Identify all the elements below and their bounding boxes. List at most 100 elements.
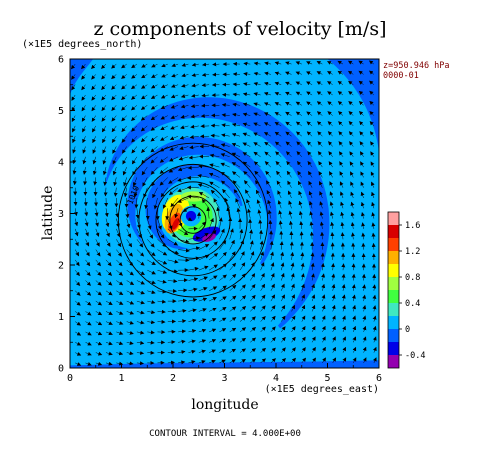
wind-arrow — [270, 337, 276, 343]
wind-arrow — [359, 151, 364, 157]
wind-arrow — [263, 132, 272, 137]
wind-arrow — [331, 315, 336, 322]
wind-arrow — [369, 100, 375, 106]
wind-arrow — [177, 218, 183, 228]
wind-arrow — [191, 93, 199, 98]
wind-arrow — [316, 111, 323, 116]
wind-arrow — [188, 236, 201, 241]
wind-arrow — [190, 114, 199, 119]
wind-arrow — [281, 326, 286, 333]
wind-arrow — [327, 91, 333, 96]
wind-arrow — [239, 348, 247, 353]
wind-arrow — [140, 84, 148, 89]
wind-arrow — [247, 208, 251, 219]
wind-arrow — [264, 151, 272, 157]
wind-arrow — [295, 81, 302, 86]
wind-arrow — [74, 218, 79, 227]
wind-arrow — [309, 211, 314, 219]
wind-arrow — [126, 249, 133, 257]
wind-arrow — [274, 112, 282, 116]
wind-arrow — [85, 300, 92, 306]
wind-arrow — [72, 125, 76, 133]
wind-arrow — [300, 252, 305, 260]
wind-arrow — [239, 316, 247, 322]
wind-arrow — [177, 228, 189, 236]
wind-arrow — [219, 307, 227, 312]
wind-arrow — [208, 241, 218, 250]
wind-arrow — [191, 73, 199, 78]
wind-arrow — [188, 360, 196, 365]
colorbar-segment — [388, 303, 399, 316]
wind-arrow — [218, 217, 223, 229]
wind-arrow — [85, 362, 92, 366]
wind-arrow — [352, 357, 357, 364]
wind-arrow — [147, 310, 156, 315]
wind-arrow — [219, 349, 227, 353]
wind-arrow — [280, 315, 286, 322]
wind-arrow — [105, 290, 113, 296]
wind-arrow — [327, 81, 333, 85]
wind-arrow — [341, 273, 346, 281]
wind-arrow — [188, 277, 199, 282]
wind-arrow — [142, 177, 148, 187]
wind-arrow — [370, 181, 375, 188]
wind-arrow — [180, 114, 189, 119]
wind-arrow — [116, 341, 124, 346]
wind-arrow — [141, 74, 148, 79]
wind-arrow — [209, 328, 217, 333]
wind-arrow — [332, 357, 337, 364]
wind-arrow — [253, 161, 261, 168]
wind-arrow — [308, 190, 313, 199]
wind-arrow — [219, 240, 227, 250]
wind-arrow — [209, 318, 217, 322]
wind-arrow — [198, 254, 210, 261]
wind-arrow — [270, 347, 276, 353]
wind-arrow — [209, 181, 220, 188]
wind-arrow — [255, 189, 261, 199]
wind-arrow — [150, 146, 158, 153]
wind-arrow — [177, 187, 189, 193]
wind-arrow — [243, 170, 251, 178]
wind-arrow — [93, 177, 98, 186]
wind-arrow — [167, 360, 175, 365]
wind-arrow — [280, 294, 285, 302]
wind-arrow — [116, 259, 123, 267]
wind-arrow — [260, 305, 266, 312]
wind-arrow — [372, 273, 377, 281]
wind-arrow — [132, 177, 138, 187]
colorbar-tick-label: 1.2 — [405, 247, 420, 257]
wind-arrow — [121, 94, 127, 101]
wind-arrow — [167, 279, 178, 284]
wind-arrow — [320, 252, 325, 260]
wind-arrow — [144, 197, 149, 210]
wind-arrow — [168, 166, 179, 173]
wind-arrow — [150, 136, 158, 142]
wind-arrow — [147, 218, 152, 230]
wind-arrow — [369, 70, 375, 75]
colorbar-segment — [388, 264, 399, 277]
wind-arrow — [280, 262, 285, 271]
wind-arrow — [270, 315, 276, 322]
wind-arrow — [167, 228, 176, 238]
wind-arrow — [126, 269, 134, 276]
wind-arrow — [75, 321, 82, 326]
wind-arrow — [95, 321, 103, 326]
wind-arrow — [177, 197, 189, 203]
wind-arrow — [74, 249, 80, 257]
wind-arrow — [299, 221, 304, 229]
wind-arrow — [331, 283, 336, 291]
wind-arrow — [75, 270, 80, 277]
wind-arrow — [264, 71, 271, 76]
wind-arrow — [285, 91, 292, 96]
wind-arrow — [236, 207, 241, 219]
wind-arrow — [84, 208, 89, 217]
plot-area — [70, 59, 379, 368]
wind-arrow — [157, 279, 167, 284]
wind-arrow — [105, 218, 110, 228]
wind-arrow — [281, 357, 286, 364]
wind-arrow — [321, 283, 326, 291]
wind-arrow — [328, 141, 333, 147]
wind-arrow — [285, 121, 292, 127]
wind-arrow — [188, 349, 196, 354]
wind-arrow — [338, 141, 344, 147]
